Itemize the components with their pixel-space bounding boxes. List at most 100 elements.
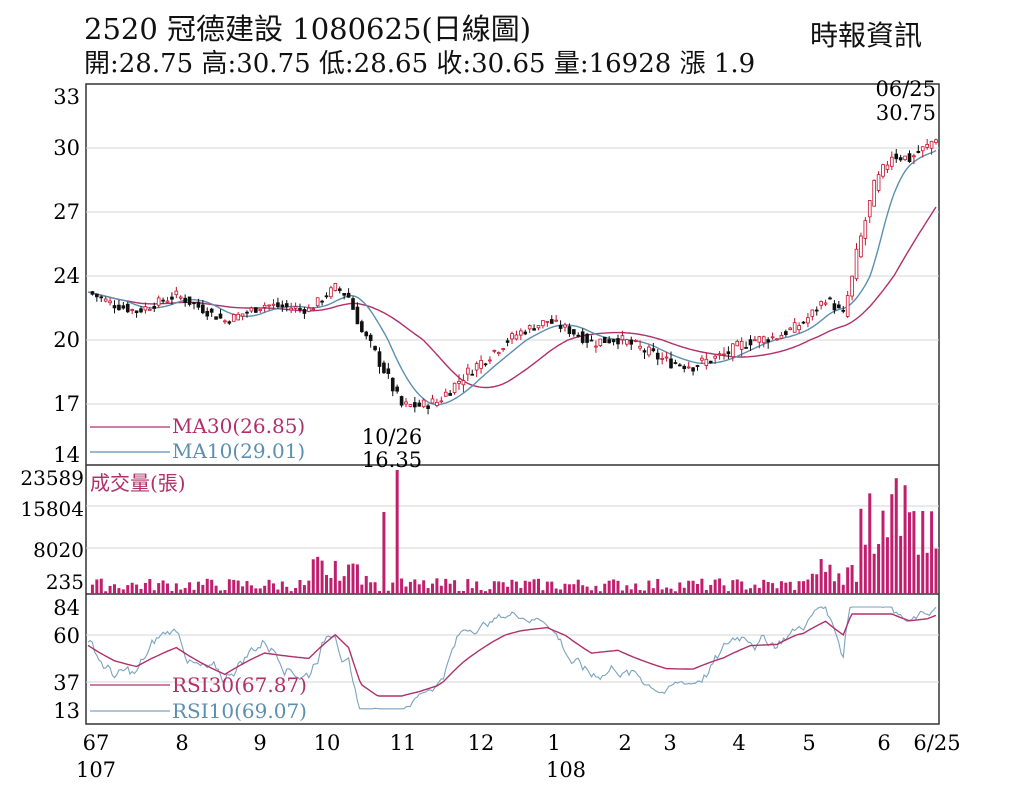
candle-body [479, 360, 483, 369]
candle-body [443, 391, 448, 397]
candle-body [399, 396, 404, 406]
volume-bar [395, 470, 399, 594]
candle-body [775, 338, 779, 341]
volume-bar [894, 478, 898, 594]
volume-bar [629, 589, 633, 594]
candle-body [602, 336, 607, 344]
candle-body [545, 320, 550, 323]
volume-bar [386, 590, 390, 594]
candle-body [435, 401, 439, 406]
candle-body [108, 300, 112, 304]
candle-body [284, 303, 289, 308]
volume-bar [143, 582, 147, 594]
volume-bar [921, 511, 925, 594]
candle-body [302, 309, 307, 314]
candle-body [196, 301, 201, 308]
candle-body [876, 174, 881, 191]
candle-body [691, 367, 695, 372]
candle-body [832, 303, 837, 311]
candle-body [598, 338, 603, 347]
volume-bar [90, 584, 94, 594]
candle-body [470, 373, 475, 376]
volume-bar [651, 588, 655, 594]
candle-body [121, 305, 126, 309]
candle-body [373, 345, 377, 351]
volume-bar [665, 587, 669, 594]
candle-body [828, 297, 832, 300]
candle-body [505, 340, 510, 343]
volume-bar [130, 582, 134, 594]
candle-body [377, 351, 382, 367]
volume-bar [276, 589, 280, 594]
volume-bar [899, 535, 903, 594]
volume-bar [607, 580, 611, 594]
candle-body [686, 366, 691, 369]
candle-body [885, 164, 890, 170]
volume-bar [682, 587, 686, 594]
candle-body [223, 320, 227, 323]
volume-bar [784, 582, 788, 594]
candle-body [192, 302, 196, 305]
candle-body [607, 339, 611, 344]
candle-body [360, 321, 364, 333]
volume-bar [183, 587, 187, 594]
candle-body [761, 336, 766, 344]
candle-body [678, 364, 682, 367]
volume-bar [881, 510, 885, 594]
volume-bar [749, 588, 752, 594]
volume-bar [179, 589, 183, 594]
volume-bar [908, 512, 911, 594]
volume-bar [369, 582, 373, 594]
volume-bar [382, 511, 386, 594]
rsi-tick-84: 84 [53, 596, 80, 620]
candle-body [726, 351, 731, 355]
volume-bar [174, 583, 178, 594]
candle-body [346, 292, 351, 298]
volume-bar [859, 508, 863, 594]
volume-label: 成交量(張) [90, 471, 186, 495]
candle-body [859, 235, 863, 258]
candle-body [148, 308, 152, 311]
candle-body [620, 335, 625, 341]
volume-bar [678, 582, 682, 594]
volume-bar [731, 580, 735, 594]
candle-body [823, 302, 828, 305]
volume-bar [934, 548, 938, 594]
volume-bar [280, 581, 284, 594]
volume-bar [620, 590, 624, 594]
volume-bar [325, 574, 328, 594]
candle-body [527, 325, 532, 330]
candle-body [143, 306, 148, 311]
ohlc-summary: 開:28.75 高:30.75 低:28.65 收:30.65 量:16928 … [84, 49, 756, 79]
candle-body [739, 340, 744, 350]
candle-body [916, 150, 921, 153]
volume-bar [329, 577, 333, 594]
candle-body [333, 283, 338, 291]
candle-body [532, 328, 536, 331]
volume-bar [360, 584, 364, 594]
candle-body [633, 340, 638, 342]
volume-bar [797, 581, 801, 594]
candle-body [682, 365, 687, 370]
volume-bar [757, 587, 761, 594]
candle-body [262, 304, 267, 308]
candle-body [867, 200, 872, 218]
candle-body [770, 336, 775, 339]
candle-body [382, 362, 386, 374]
price-tick-30: 30 [53, 136, 80, 160]
volume-bar [210, 579, 214, 594]
candle-body [311, 308, 316, 311]
candle-body [368, 334, 373, 341]
volume-bar [426, 588, 430, 594]
volume-bar [135, 584, 139, 594]
annotation-low-date: 10/26 [362, 425, 423, 449]
volume-bar [196, 581, 200, 594]
volume-bar [793, 589, 797, 594]
volume-bar [227, 579, 231, 594]
candle-body [576, 334, 581, 337]
volume-bar [263, 585, 267, 594]
volume-bar [673, 591, 677, 594]
volume-bar [594, 585, 598, 594]
volume-bar [585, 586, 589, 594]
candle-body [452, 382, 457, 393]
